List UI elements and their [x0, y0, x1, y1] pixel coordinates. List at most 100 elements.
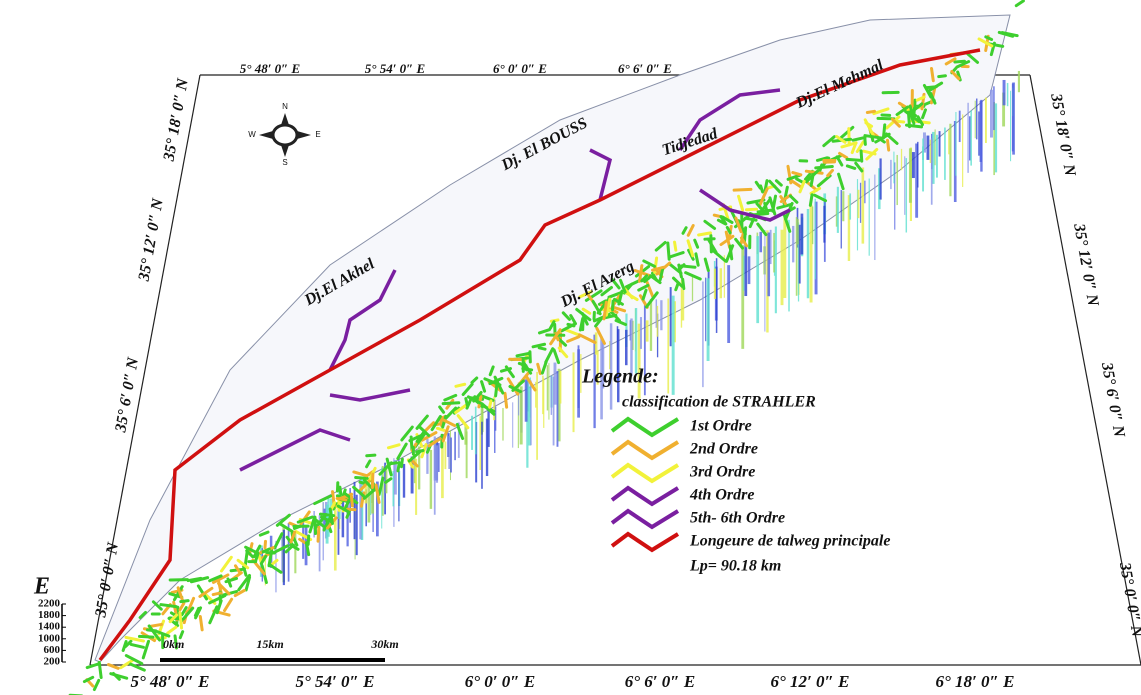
- stream: [386, 443, 401, 450]
- stream: [881, 123, 887, 140]
- stream: [320, 515, 333, 524]
- stream: [137, 634, 155, 639]
- stream: [908, 104, 915, 117]
- stream: [795, 177, 804, 184]
- stream: [455, 422, 465, 441]
- stream: [595, 326, 606, 345]
- legend-note: Lp= 90.18 km: [689, 558, 781, 575]
- stream: [925, 85, 938, 90]
- stream: [977, 37, 994, 48]
- legend-swatch: [610, 462, 680, 484]
- stream: [697, 231, 712, 237]
- stream: [544, 347, 555, 364]
- right-coordinate-label: 35° 18′ 0″ N: [1047, 91, 1079, 178]
- stream: [739, 236, 749, 248]
- stream: [106, 663, 120, 670]
- stream: [798, 179, 806, 194]
- stream: [734, 216, 743, 234]
- stream: [725, 244, 735, 263]
- stream: [837, 172, 845, 191]
- top-coordinate-label: 5° 48′ 0″ E: [240, 61, 301, 76]
- stream: [129, 662, 146, 672]
- stream: [668, 251, 685, 259]
- stream: [198, 586, 214, 598]
- stream: [791, 171, 803, 177]
- stream: [178, 630, 185, 640]
- stream: [147, 624, 162, 642]
- stream: [223, 597, 234, 613]
- stream: [289, 543, 300, 551]
- right-coordinate-label: 35° 12′ 0″ N: [1070, 221, 1102, 308]
- legend-label: Longeure de talweg principale: [689, 533, 890, 550]
- stream: [374, 483, 381, 504]
- stream: [815, 156, 829, 162]
- elevation-tick-label: 1800: [38, 609, 61, 621]
- stream: [859, 149, 864, 163]
- stream: [439, 418, 444, 428]
- legend-label: 4th Ordre: [689, 487, 754, 504]
- stream: [580, 312, 589, 326]
- stream: [335, 496, 348, 502]
- stream: [725, 225, 732, 235]
- stream: [179, 599, 190, 604]
- stream: [845, 164, 857, 170]
- stream: [186, 596, 196, 614]
- stream: [686, 224, 695, 237]
- compass-west: W: [248, 130, 256, 139]
- stream: [608, 308, 621, 323]
- stream: [178, 601, 186, 612]
- stream: [454, 382, 467, 388]
- stream: [552, 348, 561, 365]
- stream: [121, 640, 128, 652]
- stream: [618, 278, 627, 294]
- stream: [809, 186, 822, 195]
- stream: [119, 658, 134, 670]
- compass-north: N: [282, 102, 288, 111]
- legend-label: 5th- 6th Ordre: [690, 510, 785, 527]
- stream: [219, 555, 233, 573]
- stream: [352, 470, 369, 478]
- stream: [273, 532, 284, 550]
- stream: [488, 399, 493, 409]
- stream: [854, 161, 864, 173]
- stream: [617, 289, 624, 306]
- stream: [594, 316, 604, 328]
- elevation-tick-label: 200: [44, 656, 61, 668]
- bottom-coordinate-label: 5° 48′ 0″ E: [130, 672, 209, 691]
- stream: [141, 639, 151, 660]
- stream: [208, 605, 219, 625]
- stream: [703, 257, 710, 272]
- stream: [441, 401, 461, 406]
- stream: [124, 654, 144, 666]
- legend-label: 3rd Ordre: [689, 464, 755, 481]
- stream: [897, 101, 908, 109]
- stream: [851, 135, 867, 142]
- scale-label: 15km: [256, 637, 283, 651]
- stream: [863, 136, 867, 146]
- stream: [610, 278, 621, 290]
- stream: [816, 174, 832, 188]
- stream: [904, 123, 924, 129]
- stream: [944, 57, 957, 66]
- stream: [124, 635, 145, 643]
- stream: [396, 442, 408, 461]
- stream: [296, 515, 314, 524]
- stream: [415, 430, 426, 443]
- stream: [480, 380, 487, 393]
- stream: [236, 558, 250, 570]
- top-coordinate-label: 5° 54′ 0″ E: [365, 61, 426, 76]
- stream: [537, 328, 551, 335]
- stream: [399, 457, 404, 469]
- stream: [752, 212, 770, 217]
- stream: [531, 342, 547, 349]
- stream: [997, 30, 1015, 38]
- stream: [808, 193, 814, 207]
- stream: [955, 60, 971, 69]
- stream: [396, 461, 401, 473]
- stream: [637, 283, 650, 292]
- stream: [365, 459, 372, 469]
- stream: [894, 119, 906, 124]
- main-talweg: [98, 48, 981, 662]
- stream: [719, 234, 735, 247]
- stream: [181, 606, 195, 621]
